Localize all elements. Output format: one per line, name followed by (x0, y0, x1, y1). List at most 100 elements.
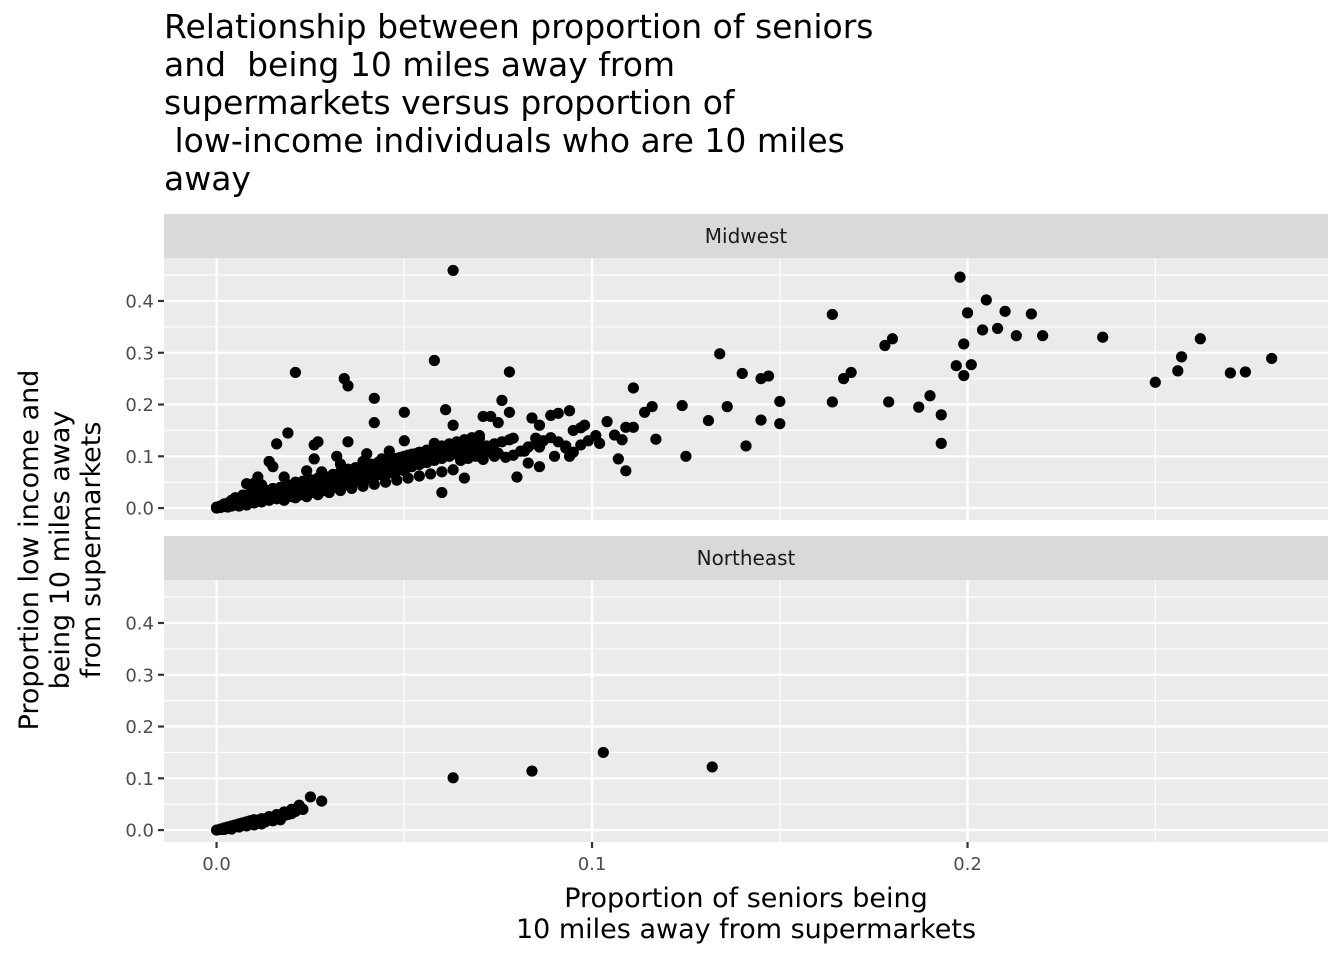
data-point-midwest (503, 434, 516, 446)
data-point-midwest (398, 406, 410, 418)
data-point-midwest (1149, 376, 1161, 388)
data-point-midwest (680, 450, 692, 462)
data-point-midwest (503, 366, 516, 378)
data-point-midwest (428, 354, 440, 367)
data-point-midwest (485, 410, 497, 423)
data-point-midwest (1224, 367, 1236, 379)
data-point-midwest (278, 494, 290, 506)
data-point-midwest (447, 464, 459, 476)
data-point-midwest (567, 446, 579, 458)
data-point-midwest (301, 491, 313, 503)
data-point-midwest (436, 466, 448, 478)
data-point-midwest (845, 366, 857, 379)
data-point-midwest (755, 414, 767, 426)
data-point-midwest (627, 382, 639, 394)
data-point-midwest (676, 399, 688, 412)
chart-title: Relationship between proportion of senio… (164, 7, 874, 198)
data-point-midwest (1010, 330, 1022, 342)
data-point-midwest (612, 453, 624, 465)
facet-label-northeast: Northeast (697, 546, 796, 570)
data-point-midwest (511, 471, 523, 483)
panel-background-northeast (164, 580, 1328, 842)
data-point-midwest (935, 437, 947, 449)
data-point-midwest (601, 416, 613, 428)
data-point-midwest (965, 359, 977, 371)
y-axis-title: from supermarkets (76, 422, 107, 679)
x-tick-label: 0.2 (953, 854, 982, 875)
data-point-northeast (304, 791, 317, 803)
data-point-midwest (282, 427, 294, 439)
data-point-midwest (447, 264, 459, 277)
y-tick-label: 0.3 (125, 665, 154, 686)
data-point-midwest (980, 294, 992, 306)
data-point-midwest (357, 480, 369, 492)
data-point-midwest (440, 404, 452, 416)
data-point-midwest (991, 322, 1004, 335)
data-point-midwest (883, 396, 895, 408)
data-point-midwest (368, 417, 380, 429)
data-point-midwest (563, 405, 576, 417)
data-point-midwest (1097, 331, 1109, 343)
data-point-midwest (627, 421, 639, 433)
data-point-midwest (470, 439, 482, 451)
data-point-midwest (346, 482, 358, 495)
data-point-midwest (567, 424, 579, 437)
data-point-northeast (218, 823, 230, 836)
y-tick-label: 0.4 (125, 291, 154, 312)
data-point-midwest (458, 472, 470, 484)
data-point-midwest (368, 392, 380, 404)
data-point-midwest (436, 486, 448, 499)
data-point-midwest (774, 418, 786, 430)
data-point-midwest (248, 477, 260, 489)
data-point-midwest (552, 436, 564, 448)
y-tick-label: 0.1 (125, 447, 154, 468)
x-tick-label: 0.0 (202, 854, 231, 875)
x-axis-title: 10 miles away from supermarkets (516, 914, 976, 945)
data-point-midwest (740, 440, 752, 452)
data-point-midwest (954, 271, 966, 283)
data-point-midwest (391, 474, 403, 486)
data-point-midwest (755, 373, 767, 385)
data-point-midwest (976, 324, 989, 336)
y-tick-label: 0.2 (125, 717, 154, 738)
y-tick-label: 0.3 (125, 343, 154, 364)
y-tick-label: 0.4 (125, 613, 154, 634)
data-point-midwest (924, 390, 936, 402)
data-point-midwest (379, 476, 392, 488)
data-point-midwest (721, 401, 733, 413)
data-point-midwest (342, 380, 354, 392)
data-point-midwest (522, 457, 534, 469)
data-point-midwest (447, 444, 459, 456)
facet-strip-midwest (164, 214, 1328, 258)
data-point-midwest (424, 468, 437, 480)
data-point-midwest (913, 401, 925, 413)
data-point-midwest (308, 453, 320, 465)
data-point-midwest (289, 366, 302, 379)
y-tick-label: 0.0 (125, 821, 154, 842)
data-point-midwest (593, 437, 606, 449)
data-point-midwest (736, 367, 748, 380)
data-point-midwest (368, 478, 380, 490)
data-point-midwest (492, 417, 504, 429)
data-point-midwest (999, 305, 1011, 317)
data-point-midwest (552, 407, 564, 419)
data-point-midwest (447, 419, 459, 431)
data-point-northeast (248, 819, 260, 831)
data-point-midwest (503, 406, 516, 418)
data-point-midwest (256, 486, 268, 499)
data-point-midwest (1025, 308, 1037, 320)
data-point-midwest (935, 409, 947, 421)
y-axis-title: being 10 miles away (45, 411, 76, 690)
data-point-northeast (597, 746, 609, 759)
data-point-midwest (650, 433, 662, 445)
x-tick-label: 0.1 (578, 854, 607, 875)
data-point-midwest (958, 369, 970, 382)
data-point-northeast (526, 765, 538, 777)
data-point-midwest (639, 406, 651, 418)
data-point-midwest (950, 360, 962, 372)
data-point-midwest (301, 465, 313, 477)
facet-strip-northeast (164, 536, 1328, 580)
data-point-northeast (447, 772, 459, 784)
data-point-midwest (620, 465, 632, 477)
